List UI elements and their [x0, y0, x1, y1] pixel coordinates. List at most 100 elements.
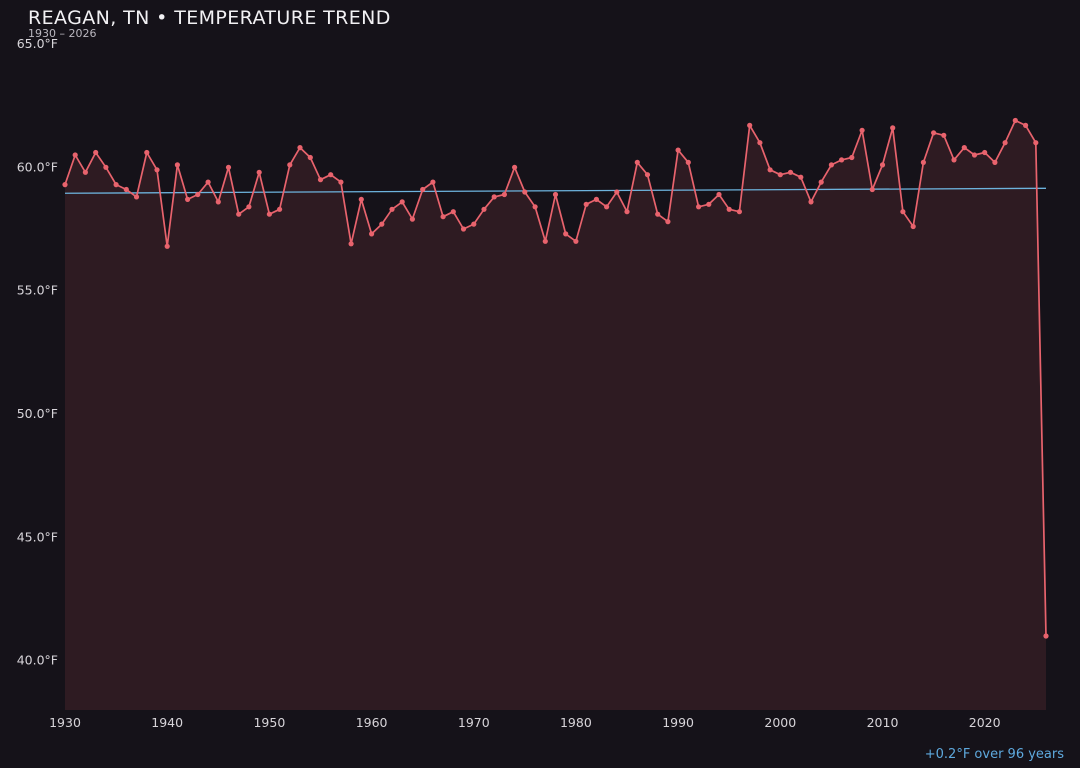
data-point	[358, 196, 364, 202]
page-title: REAGAN, TN • TEMPERATURE TREND	[28, 7, 391, 29]
data-point	[777, 172, 783, 178]
data-point	[910, 223, 916, 230]
data-point	[798, 174, 804, 180]
data-point	[828, 162, 835, 168]
x-tick-label: 2010	[867, 715, 899, 730]
data-point	[583, 201, 589, 207]
data-point	[62, 182, 68, 188]
data-point	[747, 122, 753, 128]
data-point	[665, 219, 671, 225]
x-tick-label: 2020	[969, 715, 1001, 730]
data-point	[501, 191, 507, 198]
data-point	[931, 130, 937, 136]
data-point	[655, 211, 661, 217]
data-point	[1033, 140, 1039, 146]
data-point	[409, 216, 415, 222]
data-point	[716, 191, 722, 198]
data-point	[542, 238, 548, 244]
data-point	[82, 169, 88, 175]
data-point	[614, 189, 620, 195]
y-tick-label: 40.0°F	[17, 653, 58, 668]
trend-summary-label: +0.2°F over 96 years	[924, 747, 1064, 762]
x-tick-label: 1960	[356, 715, 388, 730]
data-point	[644, 172, 651, 178]
data-point	[450, 209, 456, 215]
data-point	[72, 152, 78, 158]
data-point	[174, 162, 180, 168]
data-point	[859, 127, 865, 133]
x-tick-label: 1980	[560, 715, 592, 730]
data-point	[552, 191, 559, 198]
data-point	[399, 199, 405, 205]
chart-date-range: 1930 – 2026	[28, 27, 97, 40]
x-tick-label: 1930	[49, 715, 81, 730]
data-point	[900, 209, 906, 215]
data-point	[706, 201, 712, 207]
data-point	[522, 189, 528, 195]
data-point	[971, 152, 978, 158]
data-point	[379, 221, 385, 227]
data-point	[164, 243, 170, 249]
data-point	[215, 199, 221, 205]
data-point	[328, 172, 334, 178]
data-point	[205, 179, 211, 185]
data-point	[624, 209, 630, 215]
data-point	[256, 169, 262, 175]
data-point	[195, 191, 201, 198]
data-point	[951, 157, 957, 163]
data-point	[430, 179, 436, 185]
data-point	[389, 206, 395, 212]
data-point	[246, 204, 252, 210]
y-tick-label: 45.0°F	[17, 529, 58, 544]
data-point	[961, 145, 967, 151]
data-point	[93, 149, 99, 156]
data-point	[787, 169, 794, 175]
data-point	[634, 159, 640, 165]
data-point	[726, 206, 732, 212]
data-point	[317, 177, 324, 183]
x-tick-label: 1990	[662, 715, 694, 730]
data-point	[185, 196, 191, 202]
data-point	[471, 221, 477, 227]
data-point	[869, 186, 875, 193]
data-point	[1002, 140, 1008, 146]
data-point	[808, 199, 814, 205]
y-tick-label: 50.0°F	[17, 406, 58, 421]
data-point	[287, 162, 293, 168]
data-point	[757, 140, 763, 146]
data-point	[236, 211, 242, 217]
data-point	[563, 231, 569, 237]
data-point	[675, 147, 681, 153]
data-point	[1043, 633, 1049, 639]
data-point	[481, 206, 487, 212]
data-point	[420, 186, 426, 193]
data-point	[348, 241, 354, 247]
data-point	[941, 132, 947, 138]
data-point	[266, 211, 272, 217]
data-point	[491, 194, 497, 200]
data-point	[225, 164, 232, 170]
data-point	[604, 204, 610, 210]
data-point	[573, 238, 579, 244]
data-point	[982, 149, 988, 156]
data-point	[338, 179, 344, 185]
data-point	[849, 154, 855, 161]
data-point	[154, 167, 160, 173]
data-point	[818, 179, 824, 185]
data-point	[511, 164, 518, 170]
y-tick-label: 60.0°F	[17, 159, 58, 174]
data-point	[103, 164, 109, 170]
data-point	[369, 231, 375, 237]
trend-line	[64, 187, 1047, 194]
data-point	[113, 182, 119, 188]
y-tick-label: 55.0°F	[17, 283, 58, 298]
data-point	[685, 159, 691, 165]
data-point	[123, 186, 129, 193]
data-point	[144, 149, 150, 156]
data-point	[767, 167, 773, 173]
data-point	[1023, 122, 1029, 128]
data-point	[532, 204, 538, 210]
data-point	[307, 154, 313, 161]
